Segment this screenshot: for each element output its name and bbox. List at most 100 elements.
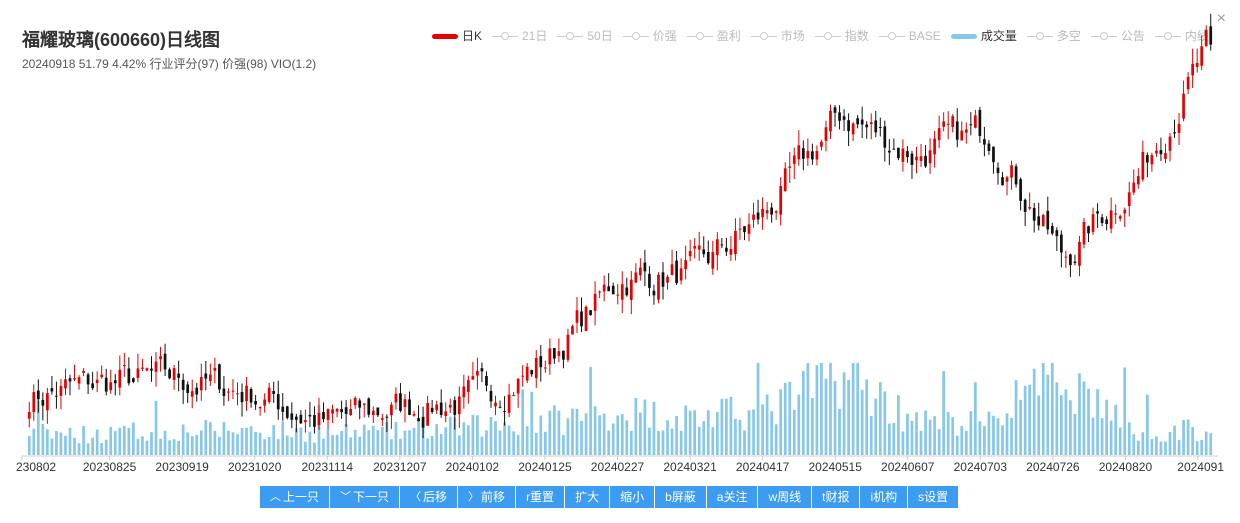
- legend-item-11[interactable]: 内线: [1154, 27, 1209, 44]
- candle-body: [512, 395, 515, 397]
- candle-body: [1010, 165, 1013, 178]
- candle: [1109, 197, 1113, 234]
- volume-bar: [276, 439, 280, 455]
- candle-body: [403, 399, 407, 408]
- candle: [539, 344, 543, 382]
- candle-body: [1195, 62, 1199, 67]
- chevron-down-icon: ﹀: [340, 491, 352, 503]
- toolbar-button-2[interactable]: 〈后移: [400, 486, 459, 508]
- legend-item-7[interactable]: BASE: [878, 29, 941, 43]
- candle-body: [322, 412, 325, 420]
- volume-bar: [299, 427, 303, 455]
- candle: [589, 310, 592, 316]
- candle: [924, 144, 927, 168]
- candle-body: [593, 293, 597, 311]
- candle-body: [222, 388, 226, 397]
- volume-bar: [294, 428, 298, 455]
- legend-label: 市场: [780, 29, 805, 43]
- candle-body: [706, 251, 710, 264]
- legend-item-4[interactable]: 盈利: [686, 27, 741, 44]
- candle: [697, 231, 701, 261]
- candle-body: [263, 399, 267, 406]
- candle: [46, 387, 49, 424]
- candle: [403, 394, 407, 423]
- volume-bar: [937, 429, 941, 455]
- legend-item-1[interactable]: 21日: [492, 27, 547, 44]
- candle: [720, 237, 724, 249]
- volume-bar: [335, 434, 339, 455]
- legend-item-8[interactable]: 成交量: [950, 27, 1017, 44]
- candle-body: [792, 155, 796, 164]
- volume-bar: [362, 424, 366, 455]
- candle-body: [186, 384, 190, 394]
- candle-body: [32, 392, 36, 413]
- volume-bar: [955, 435, 959, 455]
- candle: [897, 147, 900, 161]
- toolbar-button-4[interactable]: r重置: [516, 486, 566, 508]
- candle: [73, 364, 76, 382]
- legend-item-0[interactable]: 日K: [432, 27, 482, 44]
- candle: [801, 140, 805, 171]
- toolbar-button-7[interactable]: b屏蔽: [655, 486, 707, 508]
- legend-item-9[interactable]: 多空: [1026, 27, 1081, 44]
- candle: [222, 376, 226, 406]
- candle-body: [629, 279, 633, 300]
- volume-bar: [118, 427, 122, 455]
- volume-bar: [82, 425, 85, 455]
- candle-body: [688, 251, 692, 257]
- candle: [856, 115, 860, 129]
- legend-item-2[interactable]: 50日: [557, 27, 613, 44]
- candle-body: [1186, 76, 1190, 90]
- candle: [1073, 254, 1077, 266]
- candlestick-chart[interactable]: 230802 20230825 20230919 20231020 20231114 20…: [0, 0, 1240, 480]
- candle: [1064, 250, 1068, 268]
- toolbar-button-8[interactable]: a关注: [706, 486, 759, 508]
- volume-bar: [978, 421, 982, 455]
- volume-bar: [1050, 363, 1054, 455]
- legend-item-5[interactable]: 市场: [750, 27, 805, 44]
- toolbar-button-0[interactable]: ︿ 上一只: [260, 486, 331, 508]
- candle-body: [1132, 182, 1136, 193]
- volume-bar: [1046, 374, 1050, 455]
- volume-bar: [127, 427, 131, 455]
- volume-bar: [471, 414, 475, 455]
- candle: [838, 105, 841, 130]
- candle-body: [625, 287, 629, 296]
- toolbar-button-1[interactable]: ﹀ 下一只: [330, 486, 401, 508]
- candle: [59, 379, 63, 410]
- legend-item-10[interactable]: 公告: [1090, 27, 1145, 44]
- volume-bar: [611, 423, 615, 455]
- toolbar-button-6[interactable]: 缩小: [610, 486, 656, 508]
- toolbar-button-3[interactable]: 〉前移: [458, 486, 517, 508]
- candle: [267, 383, 271, 404]
- candle: [132, 377, 135, 384]
- toolbar-button-12[interactable]: s设置: [908, 486, 959, 508]
- candle: [553, 347, 556, 364]
- candle-body: [145, 368, 149, 371]
- toolbar-button-9[interactable]: w周线: [758, 486, 813, 508]
- candle-body: [1028, 207, 1032, 209]
- candle-body: [1109, 210, 1113, 229]
- candle: [639, 258, 642, 281]
- candle: [218, 363, 221, 394]
- legend-item-6[interactable]: 指数: [814, 27, 869, 44]
- toolbar-button-11[interactable]: i机构: [860, 486, 909, 508]
- candle: [408, 391, 411, 416]
- volume-bar: [380, 426, 384, 455]
- candle: [738, 217, 742, 240]
- candle: [453, 396, 457, 430]
- candle-body: [68, 378, 72, 382]
- volume-bar: [756, 363, 760, 455]
- toolbar-button-5[interactable]: 扩大: [565, 486, 611, 508]
- candle-body: [204, 373, 208, 379]
- toolbar-button-10[interactable]: t财报: [812, 486, 861, 508]
- volume-bar: [725, 398, 728, 455]
- volume-bar: [652, 401, 656, 455]
- volume-bars: [27, 363, 1213, 455]
- candle-body: [1118, 216, 1122, 219]
- volume-bar: [1132, 434, 1136, 455]
- legend-item-3[interactable]: 价强: [622, 27, 677, 44]
- close-icon[interactable]: ×: [1216, 10, 1226, 27]
- candle: [426, 395, 429, 426]
- volume-bar: [154, 400, 158, 455]
